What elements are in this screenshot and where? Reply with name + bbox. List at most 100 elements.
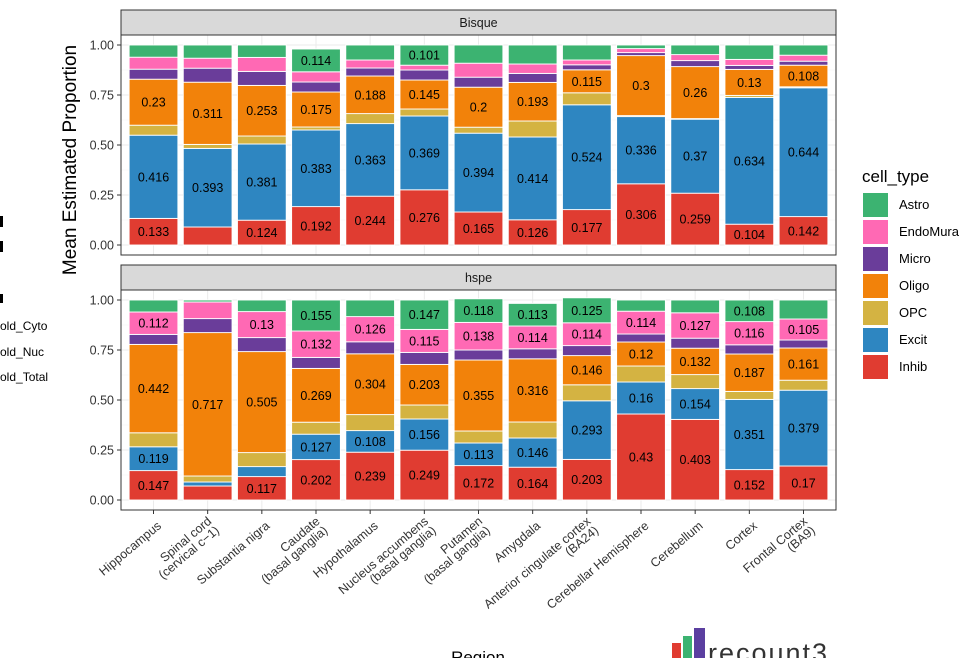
- bar-segment-inhib: [128, 217, 179, 246]
- x-tick-label-line: Cortex: [723, 518, 761, 553]
- bar-stack: 0.164 0.146 0.316 0.114 0.113: [507, 302, 558, 501]
- bar-segment-excit: [562, 400, 612, 460]
- x-tick-label: Cerebellum: [648, 519, 706, 571]
- bar-segment-opc: [182, 475, 233, 483]
- cropped-marker: [0, 241, 3, 252]
- bar-segment-opc: [237, 452, 287, 468]
- bar-segment-inhib: [507, 219, 558, 246]
- bar-stack: 0.306 0.336 0.3: [616, 44, 666, 246]
- data-label: 0.3: [632, 79, 649, 93]
- legend-key-astro: [863, 193, 888, 217]
- bar-segment-excit: [182, 481, 233, 487]
- bar-segment-astro: [724, 299, 775, 323]
- data-label: 0.12: [629, 348, 653, 362]
- left-fragment-cyto: old_Cyto: [0, 319, 48, 333]
- logo-bar-purple: [694, 628, 705, 658]
- x-axis-title: Region: [451, 648, 505, 658]
- data-label: 0.147: [409, 308, 440, 322]
- bar-segment-micro: [237, 337, 287, 353]
- bar-segment-micro: [724, 344, 775, 355]
- bar-stack: 0.717: [182, 299, 233, 501]
- x-tick-label-line: Cerebellum: [648, 519, 706, 571]
- bar-segment-astro: [182, 299, 233, 303]
- data-label: 0.115: [409, 334, 439, 348]
- bar-stack: 0.203 0.293 0.146 0.114 0.125: [562, 297, 612, 501]
- y-axis-title: Mean Estimated Proportion: [60, 45, 81, 275]
- bar-segment-excit: [128, 134, 179, 219]
- bar-segment-excit: [237, 143, 287, 221]
- data-label: 0.114: [572, 328, 602, 342]
- bar-segment-opc: [778, 379, 829, 391]
- data-label: 0.253: [246, 104, 277, 118]
- legend-label: Oligo: [899, 278, 929, 293]
- bar-segment-oligo: [453, 86, 504, 128]
- data-label: 0.311: [192, 107, 222, 121]
- bar-segment-micro: [399, 351, 450, 365]
- data-label: 0.133: [138, 225, 169, 239]
- bar-segment-inhib: [670, 418, 720, 501]
- bar-segment-astro: [507, 302, 558, 327]
- bar-stack: 0.172 0.113 0.355 0.138 0.118: [453, 298, 504, 501]
- data-label: 0.259: [680, 213, 711, 227]
- y-tick-label: 1.00: [90, 39, 114, 53]
- data-label: 0.113: [463, 448, 493, 462]
- data-label: 0.124: [246, 226, 277, 240]
- bar-segment-inhib: [182, 226, 233, 246]
- bar-segment-inhib: [453, 211, 504, 246]
- data-label: 0.193: [517, 95, 548, 109]
- data-label: 0.172: [463, 476, 494, 490]
- bar-segment-micro: [616, 52, 666, 57]
- bar-segment-endomural: [345, 59, 395, 69]
- bar-segment-inhib: [616, 183, 666, 246]
- data-label: 0.177: [571, 221, 602, 235]
- bar-segment-excit: [399, 115, 450, 191]
- bar-segment-opc: [507, 421, 558, 439]
- legend-label: Excit: [899, 332, 928, 347]
- data-label: 0.17: [791, 477, 815, 491]
- bar-stack: 0.147 0.119 0.442 0.112: [128, 299, 179, 501]
- legend-label: Astro: [899, 197, 929, 212]
- bar-segment-oligo: [182, 332, 233, 477]
- bar-segment-endomural: [399, 64, 450, 71]
- bar-segment-inhib: [237, 219, 287, 246]
- legend-title: cell_type: [862, 167, 929, 186]
- bar-segment-micro: [507, 348, 558, 360]
- bar-segment-endomural: [670, 312, 720, 339]
- bars: 0.1330.4160.230.3930.3110.1240.3810.2530…: [128, 44, 829, 246]
- bar-segment-astro: [399, 299, 450, 330]
- y-tick-label: 0.00: [90, 239, 114, 253]
- bar-segment-opc: [453, 430, 504, 444]
- data-label: 0.369: [409, 146, 440, 160]
- data-label: 0.414: [517, 172, 548, 186]
- bar-segment-excit: [670, 388, 720, 420]
- bar-segment-micro: [237, 70, 287, 86]
- data-label: 0.165: [463, 222, 494, 236]
- data-label: 0.363: [355, 153, 386, 167]
- cropped-marker: [0, 294, 3, 303]
- data-label: 0.112: [138, 317, 168, 331]
- bar-segment-micro: [724, 64, 775, 70]
- data-label: 0.105: [788, 323, 819, 337]
- bar-segment-micro: [453, 76, 504, 88]
- bar-segment-inhib: [670, 192, 720, 246]
- bar-segment-oligo: [670, 347, 720, 376]
- recount3-logo: recount3: [672, 628, 827, 658]
- data-label: 0.155: [300, 309, 331, 323]
- bar-stack: 0.104 0.634 0.13: [724, 44, 775, 246]
- legend-key-oligo: [863, 274, 888, 298]
- bar-segment-oligo: [724, 68, 775, 96]
- bar-segment-astro: [291, 299, 341, 332]
- data-label: 0.132: [680, 355, 711, 369]
- panel-strip-label: Bisque: [459, 16, 497, 30]
- bar-segment-oligo: [670, 66, 720, 120]
- y-tick-label: 1.00: [90, 294, 114, 308]
- bar-segment-astro: [453, 298, 504, 323]
- bar-segment-oligo: [507, 81, 558, 122]
- bar-segment-astro: [237, 299, 287, 313]
- bar-segment-micro: [128, 333, 179, 345]
- bar-segment-inhib: [778, 216, 829, 246]
- legend-label: EndoMura: [899, 224, 960, 239]
- bar-segment-oligo: [399, 79, 450, 110]
- data-label: 0.161: [788, 358, 819, 372]
- bar-segment-micro: [778, 60, 829, 66]
